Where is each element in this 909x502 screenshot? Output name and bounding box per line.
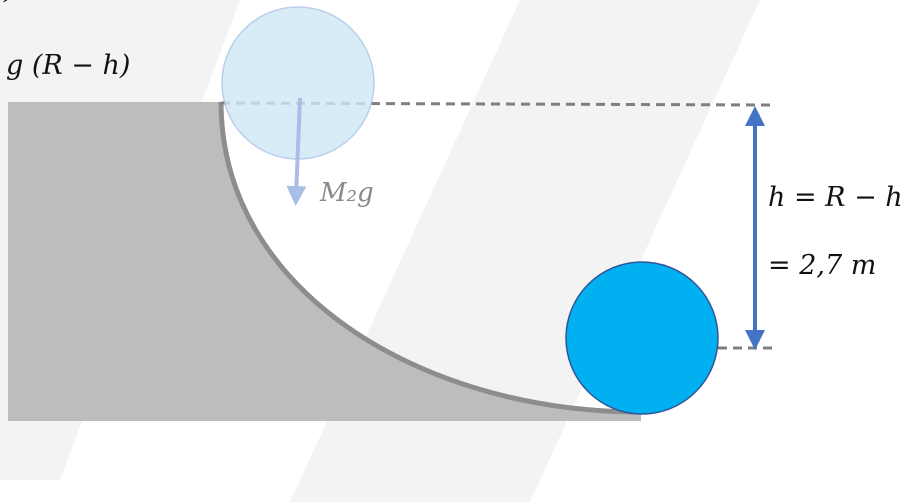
potential-energy-term: g (R − h) [6,50,131,81]
track-surface-edge [218,101,642,415]
equation-fragment-top: h) [0,0,15,5]
weight-force-arrow [286,97,307,206]
weight-force-label: M₂g [320,178,374,208]
height-value-label: = 2,7 m [768,250,877,281]
height-equation-label: h = R − h [768,182,903,213]
ball-final-position [565,261,719,415]
track-block [8,102,641,421]
